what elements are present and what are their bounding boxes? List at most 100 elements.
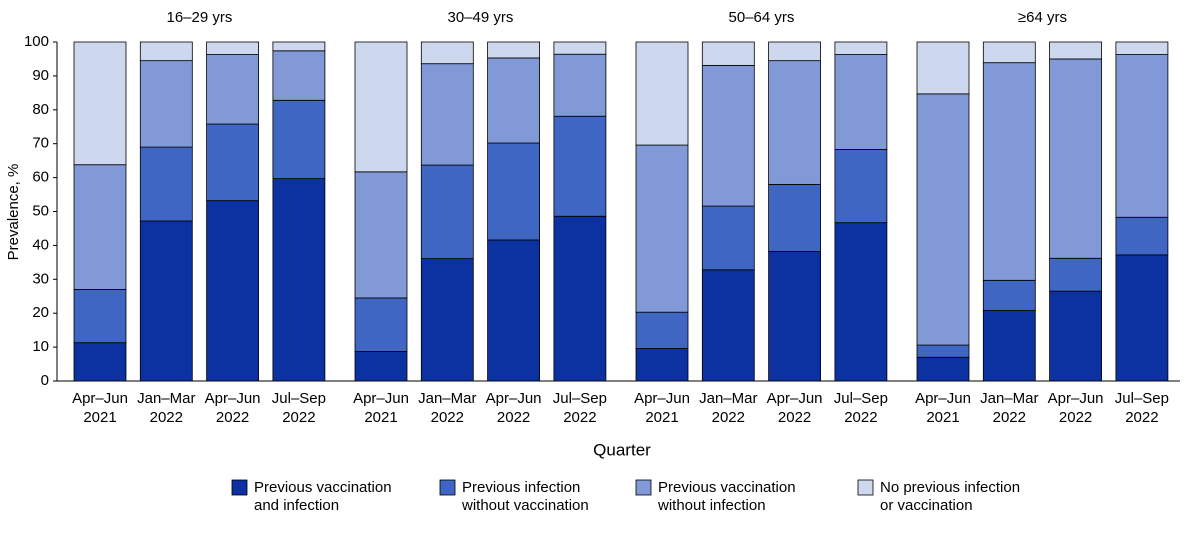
bar-segment [635, 348, 689, 382]
x-tick-label: Jul–Sep [1115, 390, 1169, 407]
y-tick-label: 60 [32, 169, 49, 186]
x-tick-label: 2022 [282, 409, 315, 426]
x-tick-label: 2021 [83, 409, 116, 426]
x-tick-label: Jul–Sep [834, 390, 888, 407]
y-tick-label: 10 [32, 338, 49, 355]
y-tick-label: 80 [32, 101, 49, 118]
bar-segment [206, 123, 260, 202]
legend-label: Previous infection [462, 479, 580, 496]
bar-segment [354, 41, 408, 173]
bar-segment [982, 62, 1036, 281]
bar-segment [834, 222, 888, 382]
legend-label: and infection [254, 497, 339, 514]
bar-segment [834, 149, 888, 224]
y-axis-title: Prevalence, % [5, 164, 22, 261]
bar-segment [701, 205, 755, 271]
y-tick-label: 0 [41, 372, 49, 389]
y-tick-label: 40 [32, 236, 49, 253]
bar-segment [553, 53, 607, 117]
bar-segment [1115, 54, 1169, 218]
bar-segment [1115, 254, 1169, 382]
x-tick-label: Jan–Mar [980, 390, 1038, 407]
y-tick-label: 50 [32, 202, 49, 219]
bar-segment [834, 41, 888, 55]
x-tick-label: 2022 [563, 409, 596, 426]
y-tick-label: 30 [32, 270, 49, 287]
bar-segment [1115, 41, 1169, 55]
bar-segment [73, 342, 127, 382]
bar-segment [420, 63, 474, 166]
legend-label: Previous vaccination [254, 479, 392, 496]
bar-segment [635, 144, 689, 313]
x-tick-label: 2022 [1059, 409, 1092, 426]
bar-segment [701, 41, 755, 66]
bar-segment [916, 93, 970, 346]
bar-segment [982, 279, 1036, 311]
x-tick-label: 2021 [364, 409, 397, 426]
bar-segment [354, 171, 408, 299]
bar-segment [701, 269, 755, 382]
x-tick-label: 2022 [431, 409, 464, 426]
x-tick-label: 2022 [712, 409, 745, 426]
x-tick-label: Apr–Jun [1048, 390, 1104, 407]
bar-segment [139, 41, 193, 62]
bar-segment [982, 310, 1036, 382]
bar-segment [272, 41, 326, 52]
bar-segment [73, 164, 127, 290]
group-label: ≥64 yrs [1018, 9, 1067, 26]
bar-segment [834, 54, 888, 150]
x-tick-label: Jan–Mar [699, 390, 757, 407]
bar-segment [768, 251, 821, 382]
x-tick-label: Apr–Jun [353, 390, 409, 407]
x-tick-label: 2022 [497, 409, 530, 426]
x-tick-label: 2022 [993, 409, 1026, 426]
bar-segment [420, 258, 474, 382]
x-tick-label: Jan–Mar [137, 390, 195, 407]
x-tick-label: Apr–Jun [767, 390, 823, 407]
bar-segment [768, 60, 821, 185]
bar-segment [1049, 58, 1102, 259]
y-tick-label: 20 [32, 304, 49, 321]
bar-segment [487, 142, 541, 241]
bar-segment [553, 215, 607, 382]
legend-swatch [439, 479, 456, 496]
bar-segment [73, 41, 127, 166]
bar-segment [420, 41, 474, 65]
x-tick-label: 2022 [150, 409, 183, 426]
bar-segment [487, 239, 541, 382]
y-tick-label: 100 [24, 33, 49, 50]
bar-segment [635, 311, 689, 349]
legend-label: without infection [657, 497, 766, 514]
bar-segment [768, 41, 821, 62]
bar-segment [982, 41, 1036, 64]
bar-segment [1115, 216, 1169, 256]
bar-segment [1049, 257, 1102, 292]
bar-segment [354, 297, 408, 352]
group-label: 30–49 yrs [448, 9, 514, 26]
x-tick-label: 2021 [645, 409, 678, 426]
x-tick-label: Apr–Jun [634, 390, 690, 407]
bar-segment [635, 41, 689, 146]
bar-segment [272, 178, 326, 382]
bar-segment [768, 183, 821, 252]
bar-segment [916, 41, 970, 95]
x-tick-label: 2022 [1125, 409, 1158, 426]
x-tick-label: 2021 [926, 409, 959, 426]
group-label: 50–64 yrs [729, 9, 795, 26]
x-tick-label: Jul–Sep [553, 390, 607, 407]
legend-label: Previous vaccination [658, 479, 796, 496]
x-tick-label: Jan–Mar [418, 390, 476, 407]
bar-segment [916, 356, 970, 382]
bar-segment [916, 344, 970, 358]
bar-segment [553, 115, 607, 217]
bar-segment [487, 41, 541, 59]
x-tick-label: 2022 [216, 409, 249, 426]
x-tick-label: Apr–Jun [72, 390, 128, 407]
x-tick-label: Apr–Jun [486, 390, 542, 407]
bar-segment [1049, 290, 1102, 382]
bar-segment [420, 164, 474, 260]
y-tick-label: 70 [32, 135, 49, 152]
bar-segment [206, 41, 260, 55]
bar-segment [553, 41, 607, 55]
